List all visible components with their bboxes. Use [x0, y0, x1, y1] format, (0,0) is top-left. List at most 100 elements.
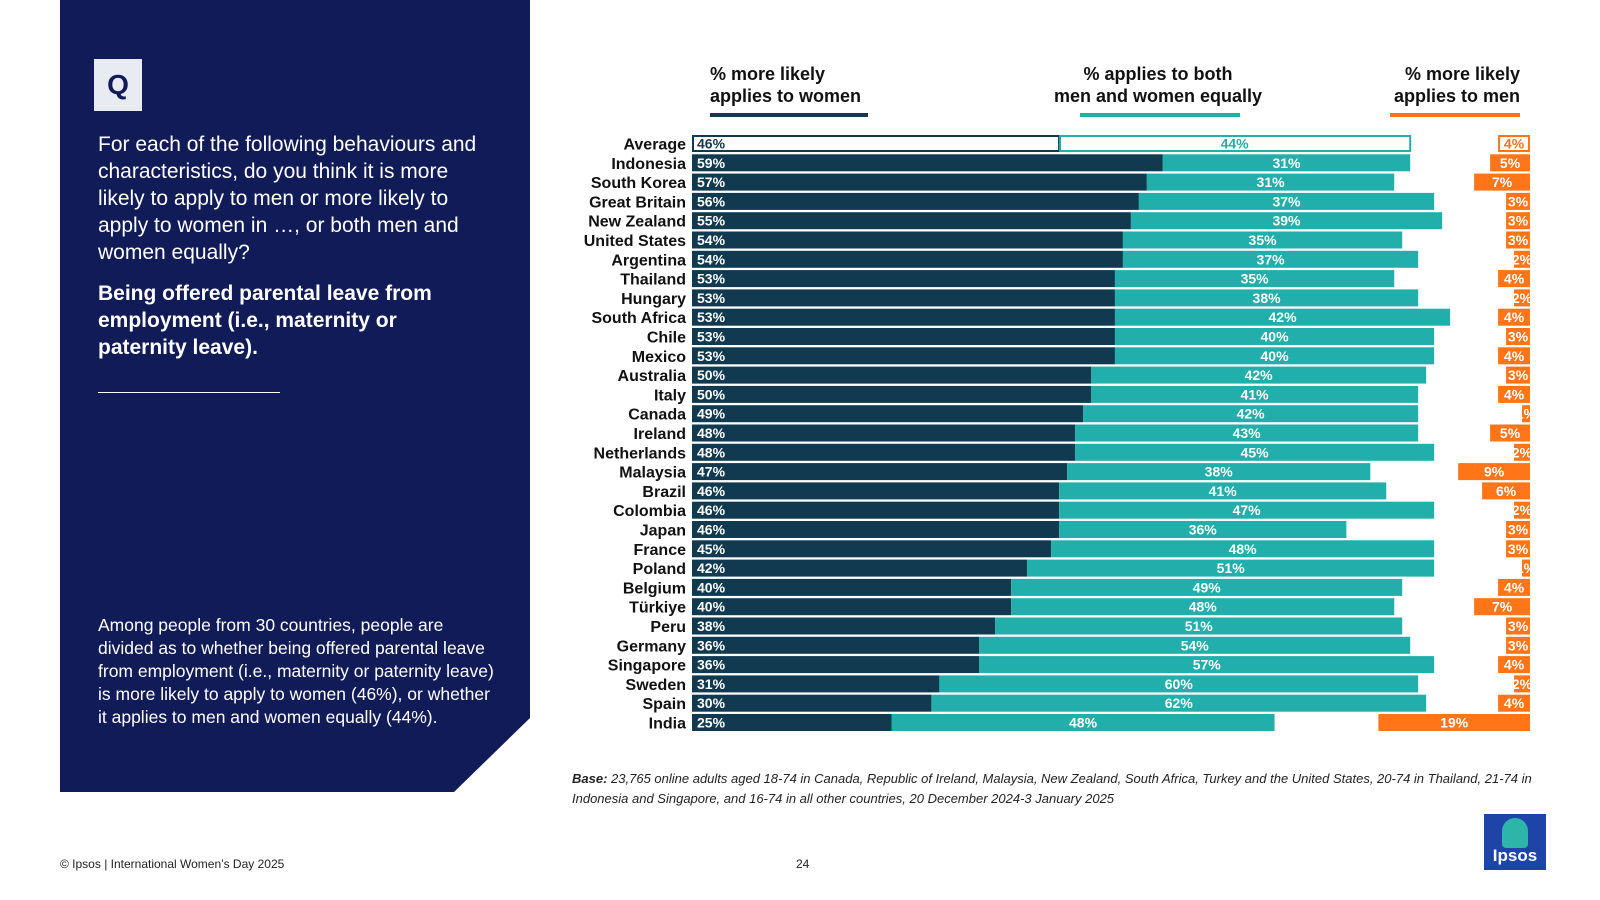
category-label: South Korea: [591, 175, 686, 192]
bar-women: [692, 617, 996, 635]
value-label-men: 2%: [1512, 444, 1533, 460]
value-label-women: 36%: [697, 657, 726, 673]
bar-men: [1506, 521, 1530, 538]
category-label: Italy: [654, 387, 686, 404]
legend-label: applies to women: [710, 86, 861, 106]
legend-swatch: [710, 113, 868, 117]
bar-women: [692, 212, 1131, 230]
bar-both: [1162, 154, 1411, 172]
bar-women: [692, 405, 1084, 423]
value-label-women: 38%: [697, 618, 726, 634]
bar-both: [931, 694, 1427, 712]
bar-both: [1075, 443, 1435, 461]
value-label-both: 43%: [1233, 425, 1262, 441]
value-label-men: 3%: [1508, 541, 1529, 557]
category-label: Great Britain: [589, 194, 686, 211]
divider: [98, 392, 280, 393]
value-label-men: 2%: [1512, 676, 1533, 692]
value-label-both: 48%: [1069, 715, 1098, 731]
legend-swatch: [1390, 113, 1520, 117]
bar-men: [1514, 250, 1530, 268]
bar-men: [1506, 231, 1530, 249]
category-label: Sweden: [626, 677, 686, 694]
category-label: France: [634, 542, 687, 559]
category-label: Japan: [640, 523, 686, 540]
bar-both: [1122, 250, 1419, 268]
bar-women: [692, 308, 1115, 326]
value-label-women: 46%: [697, 502, 726, 518]
category-label: Ireland: [634, 426, 686, 443]
value-label-men: 7%: [1492, 174, 1513, 190]
bar-women: [692, 463, 1068, 481]
value-label-women: 30%: [697, 695, 726, 711]
value-label-both: 48%: [1229, 541, 1258, 557]
category-label: Germany: [617, 638, 686, 655]
category-label: Indonesia: [611, 156, 686, 173]
value-label-men: 4%: [1504, 136, 1525, 152]
bar-women: [692, 424, 1076, 442]
bar-women: [692, 173, 1147, 191]
base-label: Base:: [572, 771, 608, 786]
value-label-men: 5%: [1500, 155, 1521, 171]
legend-label: % more likely: [1405, 64, 1520, 84]
bar-women: [692, 385, 1091, 403]
bar-women: [692, 521, 1060, 538]
bar-both: [1011, 578, 1403, 596]
bar-women: [692, 694, 932, 712]
bar-women: [692, 636, 980, 654]
bar-both: [1114, 270, 1395, 288]
bar-both: [1091, 385, 1419, 403]
value-label-men: 4%: [1504, 579, 1525, 595]
bar-men: [1514, 675, 1530, 693]
value-label-women: 46%: [697, 483, 726, 499]
category-label: Colombia: [613, 503, 686, 520]
value-label-women: 54%: [697, 251, 726, 267]
value-label-both: 60%: [1165, 676, 1194, 692]
bar-both: [979, 636, 1411, 654]
bar-men: [1490, 154, 1530, 172]
bar-men: [1514, 501, 1530, 519]
bar-both: [1146, 173, 1395, 191]
bar-men: [1522, 559, 1530, 577]
bar-both: [1138, 192, 1435, 210]
value-label-men: 3%: [1508, 618, 1529, 634]
bar-both: [1091, 366, 1427, 384]
value-label-both: 39%: [1272, 213, 1301, 229]
bar-men: [1498, 270, 1530, 288]
bar-both: [1122, 231, 1403, 249]
bar-women: [692, 347, 1115, 365]
value-label-men: 4%: [1504, 348, 1525, 364]
value-label-both: 51%: [1217, 560, 1246, 576]
value-label-women: 48%: [697, 425, 726, 441]
value-label-both: 48%: [1189, 599, 1218, 615]
value-label-both: 36%: [1189, 522, 1218, 538]
value-label-both: 40%: [1261, 348, 1290, 364]
category-label: Australia: [618, 368, 687, 385]
bar-both: [979, 656, 1435, 674]
question-item: Being offered parental leave from employ…: [98, 282, 432, 359]
bar-women: [692, 366, 1091, 384]
logo-mark-icon: [1502, 818, 1528, 848]
bar-men: [1482, 482, 1530, 500]
value-label-both: 35%: [1241, 271, 1270, 287]
value-label-both: 38%: [1253, 290, 1282, 306]
bar-both: [1075, 424, 1419, 442]
legend-label: men and women equally: [1054, 86, 1262, 106]
value-label-both: 44%: [1221, 136, 1250, 152]
bar-men: [1506, 636, 1530, 654]
value-label-women: 49%: [697, 406, 726, 422]
category-label: Average: [623, 137, 686, 154]
value-label-both: 42%: [1269, 309, 1298, 325]
bar-both: [1067, 463, 1371, 481]
bar-women: [692, 559, 1028, 577]
value-label-men: 5%: [1500, 425, 1521, 441]
question-badge: Q: [94, 59, 142, 111]
category-label: New Zealand: [588, 214, 686, 231]
bar-women: [692, 192, 1139, 210]
bar-women: [692, 443, 1076, 461]
value-label-both: 62%: [1165, 695, 1194, 711]
bar-both: [1059, 482, 1387, 500]
bar-women: [692, 714, 892, 731]
value-label-men: 3%: [1508, 232, 1529, 248]
value-label-women: 53%: [697, 271, 726, 287]
